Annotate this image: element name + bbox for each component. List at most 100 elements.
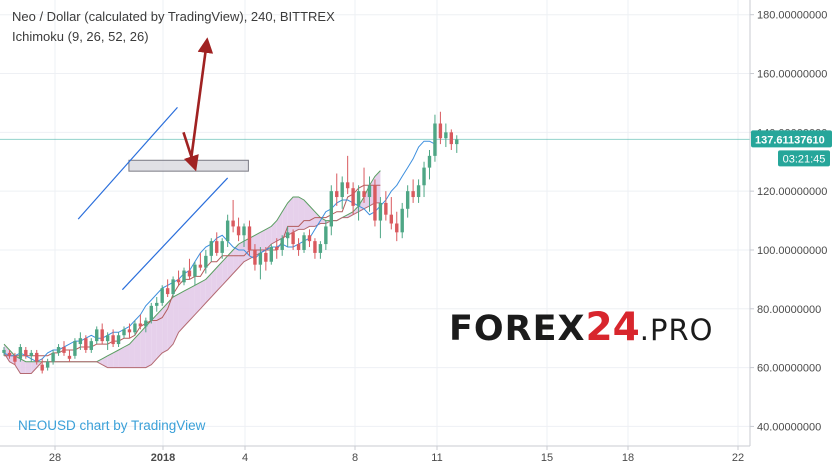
cloud-segment [145, 320, 152, 368]
candle-down [275, 238, 279, 259]
candle-body [116, 335, 121, 345]
candle-down [67, 349, 72, 362]
candle-up [225, 214, 230, 248]
candle-up [149, 302, 153, 324]
trendline [77, 106, 178, 220]
candle-down [215, 232, 219, 256]
time-tick-label: 11 [431, 452, 442, 464]
candle-down [13, 352, 17, 365]
candle-up [416, 179, 421, 203]
candle-body [345, 182, 350, 189]
price-tick-label: 60.00000000 [757, 363, 821, 375]
candle-down [307, 229, 312, 248]
candle-up [105, 332, 110, 350]
chart-title: Neo / Dollar (calculated by TradingView)… [12, 9, 335, 24]
candle-up [51, 349, 55, 365]
candle-down [291, 229, 295, 250]
candle-body [225, 220, 230, 242]
candle-body [133, 323, 137, 333]
candle-body [182, 270, 186, 283]
forex24-watermark: FOREX24.PRO [449, 308, 713, 347]
price-tick-label: 120.00000000 [757, 186, 827, 198]
candle-up [455, 135, 459, 153]
candle-body [378, 202, 383, 221]
candle-body [449, 132, 454, 145]
candle-up [160, 285, 164, 306]
cloud-segment [304, 199, 310, 230]
watermark-suffix: .PRO [639, 313, 714, 347]
candle-body [427, 155, 432, 168]
candle-down [395, 211, 399, 242]
candle-down [247, 220, 252, 256]
cloud-segment [124, 344, 130, 368]
candle-body [444, 132, 448, 139]
candle-down [313, 238, 317, 259]
candle-body [422, 167, 426, 186]
candle-body [433, 123, 437, 156]
cloud-segment [184, 288, 190, 327]
candle-body [236, 226, 241, 236]
axis-corner [751, 446, 834, 468]
candle-body [105, 335, 110, 342]
resistance-zone [128, 159, 249, 172]
candle-body [209, 241, 213, 256]
cloud-segment [129, 338, 135, 368]
cloud-segment [260, 229, 266, 253]
candle-body [242, 226, 246, 236]
price-tick-label: 80.00000000 [757, 304, 821, 316]
candle-body [351, 188, 355, 206]
candles [2, 111, 459, 374]
cloud-segment [205, 273, 212, 303]
indicator-legend[interactable]: Ichimoku (9, 26, 52, 26) [12, 29, 149, 44]
candle-down [127, 323, 132, 339]
candle-up [45, 358, 50, 371]
candle-body [335, 191, 339, 198]
candle-down [389, 197, 394, 230]
candle-down [165, 279, 170, 298]
candle-down [411, 179, 415, 203]
candle-body [18, 347, 23, 359]
candle-up [56, 344, 61, 356]
candle-body [138, 323, 143, 327]
candle-up [144, 317, 148, 333]
candle-down [100, 323, 104, 345]
candle-body [67, 355, 72, 359]
tradingview-attribution[interactable]: NEOUSD chart by TradingView [18, 418, 206, 433]
candle-up [318, 241, 323, 259]
candle-up [427, 149, 432, 180]
ichimoku-cloud [4, 170, 381, 374]
cloud-segment [25, 361, 32, 374]
candle-body [400, 208, 404, 233]
candle-body [51, 352, 55, 362]
cloud-segment [227, 249, 234, 280]
cloud-segment [167, 297, 174, 350]
candle-body [291, 232, 295, 245]
trendline [121, 177, 229, 291]
candle-up [400, 202, 404, 239]
candle-body [149, 305, 153, 321]
time-tick-label: 2018 [151, 452, 175, 464]
cloud-segment [347, 211, 354, 218]
candle-up [73, 338, 77, 359]
price-tick-label: 40.00000000 [757, 421, 821, 433]
candle-up [422, 161, 426, 198]
candle-body [24, 349, 28, 356]
cloud-segment [178, 291, 185, 333]
candle-body [127, 329, 132, 333]
candle-body [438, 123, 443, 139]
candle-body [313, 241, 317, 253]
candle-body [160, 288, 164, 303]
candle-body [144, 320, 148, 327]
candle-body [111, 335, 115, 345]
candle-body [340, 182, 344, 198]
cloud-segment [31, 361, 37, 374]
candle-down [40, 358, 44, 374]
candle-down [351, 182, 355, 215]
candle-down [438, 111, 443, 145]
candle-down [345, 155, 350, 195]
candle-down [111, 329, 115, 348]
candle-up [2, 347, 6, 356]
candle-body [411, 191, 415, 198]
